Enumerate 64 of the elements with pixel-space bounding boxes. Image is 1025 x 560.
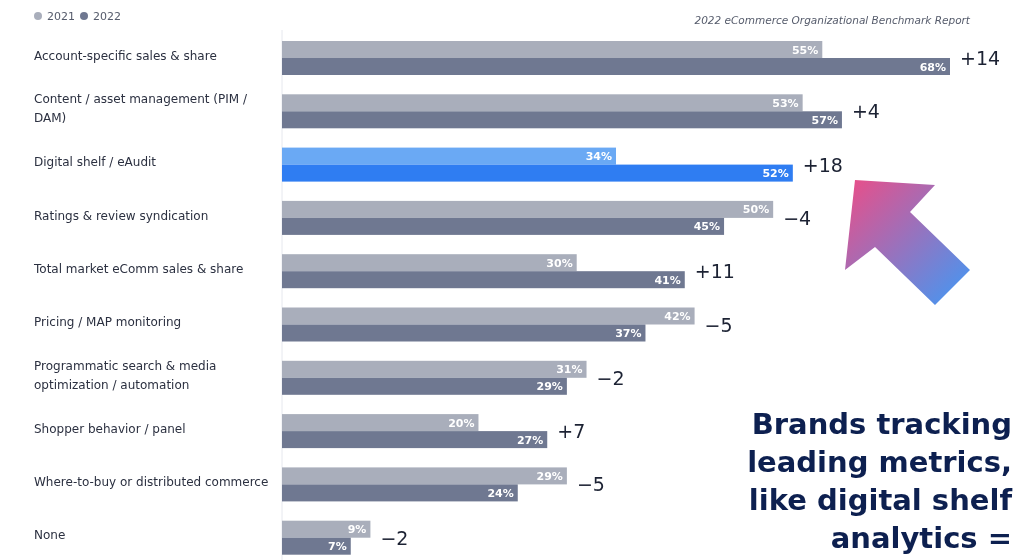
legend-label: 2021 (47, 10, 75, 23)
bar (282, 254, 577, 272)
data-label: 52% (762, 167, 789, 181)
annotation: −5 (704, 313, 733, 336)
text: 2022 eCommerce Organizational Benchmark Report (694, 14, 971, 26)
bar (282, 94, 803, 112)
bar (282, 431, 548, 449)
y-tick-label: None (34, 528, 66, 543)
bar (282, 377, 567, 395)
y-tick-label: Where-to-buy or distributed commerce (34, 475, 269, 490)
data-label: 9% (347, 523, 367, 537)
data-label: 41% (654, 273, 681, 287)
data-label: 57% (811, 113, 838, 127)
bar (282, 200, 774, 218)
y-tick-label: Shopper behavior / panel (34, 421, 186, 436)
bar (282, 164, 793, 182)
annotation: −2 (380, 526, 409, 549)
annotation: −4 (783, 206, 812, 229)
data-label: 55% (791, 43, 819, 57)
data-label: 37% (615, 327, 642, 340)
bar (282, 324, 646, 342)
bar (282, 484, 518, 502)
y-tick-label: Content / asset management (PIM / DAM) (34, 92, 248, 126)
bar (282, 520, 371, 538)
data-label: 20% (448, 416, 475, 430)
annotation: +4 (851, 100, 880, 123)
bar (282, 271, 685, 289)
data-label: 29% (536, 469, 563, 483)
data-label: 30% (546, 256, 573, 270)
annotation: −5 (576, 473, 605, 496)
bar (282, 217, 725, 235)
annotation: +14 (960, 47, 1001, 69)
data-label: 68% (919, 60, 946, 74)
data-label: 31% (556, 363, 583, 377)
bar (282, 111, 842, 129)
legend-label: 2022 (93, 10, 121, 23)
data-label: 29% (536, 380, 563, 394)
annotation: +11 (694, 260, 735, 283)
data-label: 7% (328, 540, 347, 554)
data-label: 45% (693, 220, 721, 234)
bar (282, 147, 616, 165)
annotation: +7 (557, 420, 586, 443)
y-tick-label: Ratings & review syndication (34, 208, 209, 223)
data-label: 50% (742, 203, 770, 217)
data-label: 27% (516, 433, 544, 447)
y-tick-label: Total market eComm sales & share (33, 261, 244, 276)
bar (282, 360, 587, 378)
data-label: 42% (664, 310, 691, 323)
annotation: Brands tracking leading metrics, like digital shelf analytics = (747, 407, 1013, 555)
bar (282, 414, 479, 432)
annotation: +18 (802, 153, 843, 176)
bar (282, 58, 950, 75)
y-tick-label: Digital shelf / eAudit (34, 155, 157, 170)
data-label: 24% (487, 486, 514, 500)
y-tick-label: Programmatic search & media optimization / automation (34, 358, 217, 392)
data-label: 34% (585, 150, 612, 164)
bar (282, 41, 823, 58)
bar (282, 307, 695, 325)
annotation: −2 (596, 366, 625, 389)
data-label: 53% (772, 96, 799, 110)
y-tick-label: Account-specific sales & share (34, 48, 217, 63)
y-tick-label: Pricing / MAP monitoring (34, 315, 182, 330)
bar (282, 537, 351, 555)
bar (282, 467, 567, 485)
